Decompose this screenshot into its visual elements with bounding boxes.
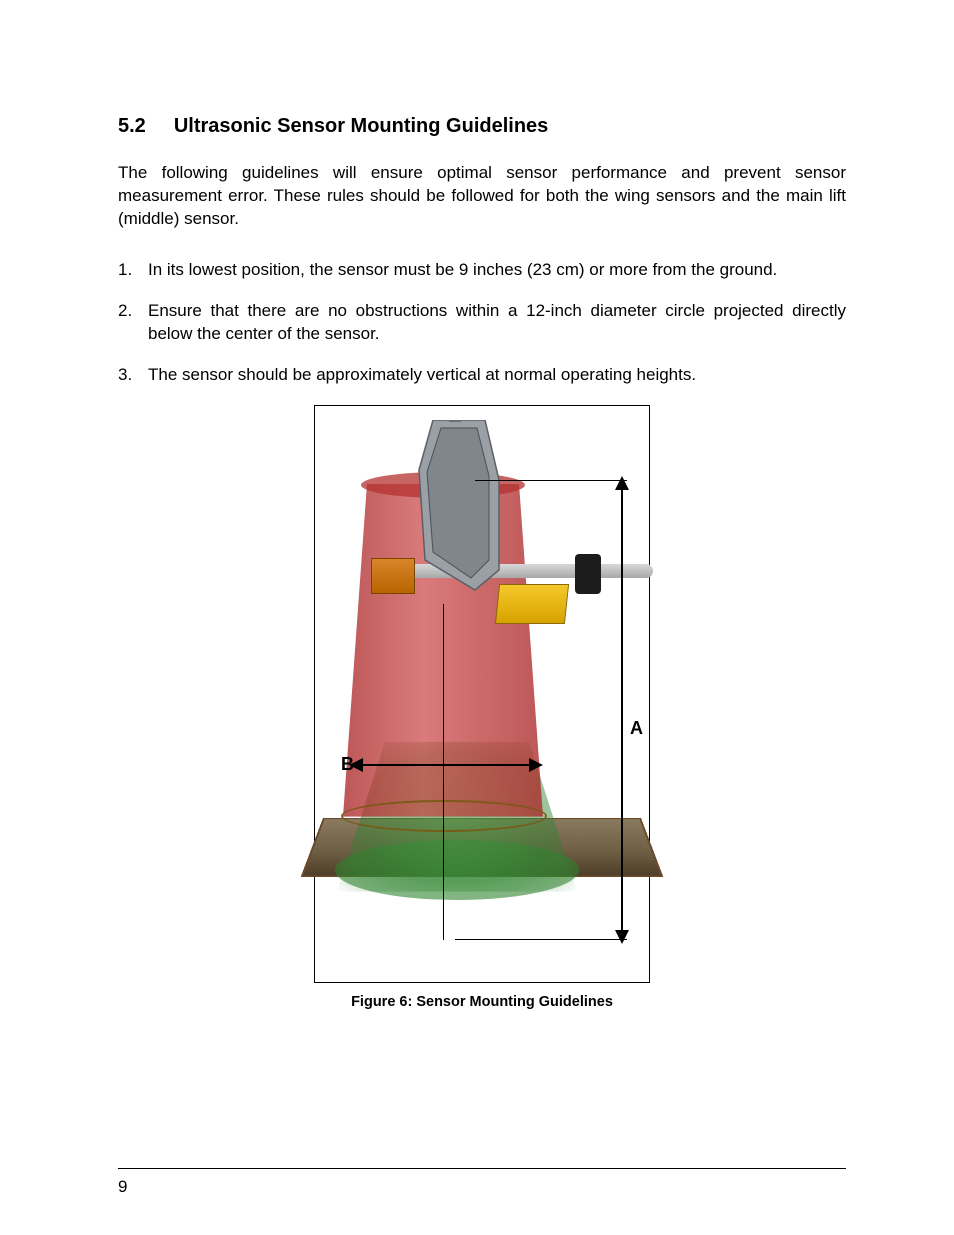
dim-a-arrow-top	[615, 476, 629, 490]
yellow-sensor	[495, 584, 569, 624]
list-item: In its lowest position, the sensor must …	[118, 259, 846, 282]
guideline-list: In its lowest position, the sensor must …	[118, 259, 846, 387]
section-heading: 5.2 Ultrasonic Sensor Mounting Guideline…	[118, 115, 846, 138]
mounting-bracket	[415, 420, 503, 600]
list-item: Ensure that there are no obstructions wi…	[118, 300, 846, 346]
figure-container: A B Figure 6: Sensor Mounting Guidelines	[118, 405, 846, 1010]
dim-a-ext-bottom	[455, 939, 627, 940]
intro-paragraph: The following guidelines will ensure opt…	[118, 162, 846, 231]
section-number: 5.2	[118, 115, 146, 138]
red-zone-base-ring	[341, 800, 547, 832]
black-connector	[575, 554, 601, 594]
section-title: Ultrasonic Sensor Mounting Guidelines	[174, 115, 548, 138]
dim-a-ext-top	[475, 480, 627, 481]
page-number: 9	[118, 1177, 127, 1197]
dim-b-line	[355, 764, 535, 766]
dim-b-label: B	[341, 754, 354, 775]
figure-image: A B	[314, 405, 650, 983]
footer-rule	[118, 1168, 846, 1169]
dim-a-label: A	[630, 718, 643, 739]
sensor-centerline	[443, 604, 444, 940]
orange-mount	[371, 558, 415, 594]
figure-caption: Figure 6: Sensor Mounting Guidelines	[118, 994, 846, 1010]
list-item: The sensor should be approximately verti…	[118, 364, 846, 387]
dim-a-arrow-bottom	[615, 930, 629, 944]
dim-a-line	[621, 480, 623, 940]
dim-b-arrow-right	[529, 758, 543, 772]
